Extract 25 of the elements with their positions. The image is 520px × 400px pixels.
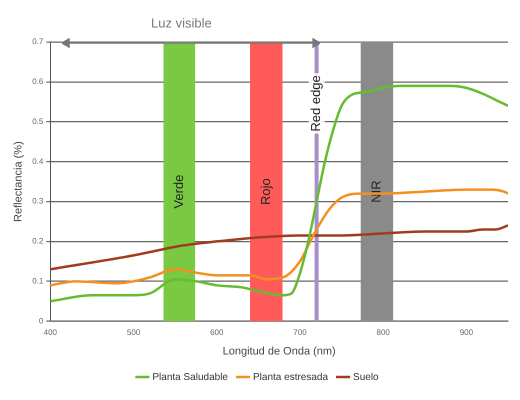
x-tick-label: 500: [126, 328, 141, 338]
y-tick-label: 0.1: [32, 276, 44, 286]
line-series: [50, 224, 508, 271]
x-tick-label: 400: [44, 328, 58, 338]
y-axis-title: Reflectancia (%): [12, 141, 25, 222]
y-tick-label: 0.3: [32, 196, 44, 206]
y-tick-label: 0.7: [32, 37, 44, 46]
y-tick-label: 0.6: [32, 77, 44, 86]
y-tick-label: 0.5: [32, 116, 44, 126]
legend-label: Planta Saludable: [152, 372, 228, 383]
x-tick-label: 700: [293, 328, 308, 338]
legend-label: Planta estresada: [252, 372, 328, 383]
band-label: NIR: [368, 180, 384, 203]
x-tick-label: 600: [210, 328, 224, 338]
text: Luz visible: [151, 16, 212, 31]
x-tick-label: 900: [460, 328, 474, 338]
x-tick-label: 800: [376, 328, 390, 338]
y-tick-label: 0: [38, 316, 44, 326]
ref-line-label: Red edge: [308, 75, 324, 132]
x-axis-title: Longitud de Onda (nm): [222, 345, 336, 358]
legend-label: Suelo: [353, 372, 380, 383]
y-tick-label: 0.2: [32, 236, 44, 246]
y-tick-label: 0.4: [32, 156, 44, 166]
band-label: Rojo: [258, 178, 273, 205]
band-label: Verde: [170, 174, 186, 209]
